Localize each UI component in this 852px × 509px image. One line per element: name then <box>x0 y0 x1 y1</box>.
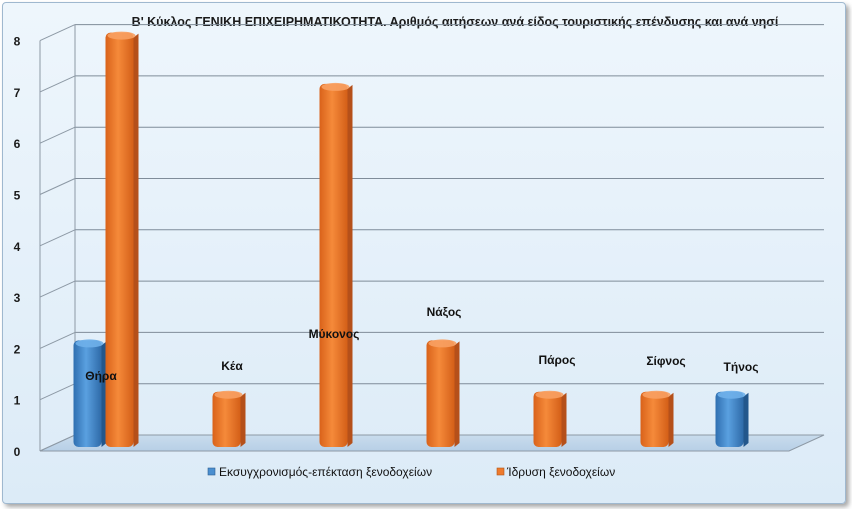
gridlines <box>39 24 824 452</box>
bar-top <box>107 31 136 40</box>
chart-frame: Β' Κύκλος ΓΕΝΙΚΗ ΕΠΙΧΕΙΡΗΜΑΤΙΚΟΤΗΤΑ. Αρι… <box>2 2 846 504</box>
legend-label-modernization: Εκσυγχρονισμός-επέκταση ξενοδοχείων <box>219 465 432 479</box>
gridline-side <box>39 383 76 401</box>
category-label: Μύκονος <box>309 327 360 341</box>
bar-body <box>533 391 562 447</box>
bar-top <box>214 390 243 399</box>
bar-top <box>428 339 457 348</box>
bars <box>73 31 749 448</box>
category-label: Θήρα <box>85 369 117 383</box>
y-tick-label: 7 <box>14 86 21 100</box>
bar-top <box>535 390 564 399</box>
bar <box>319 82 353 448</box>
y-tick-label: 5 <box>14 189 21 203</box>
category-labels: Θήρα Κέα Μύκονος Νάξος Πάρος Σίφνος Τήνος <box>85 305 758 383</box>
bar-side <box>347 84 353 448</box>
y-tick-label: 1 <box>14 394 21 408</box>
bar-top <box>717 390 746 399</box>
bar-body <box>715 391 744 447</box>
gridline-side <box>39 24 76 42</box>
category-label: Τήνος <box>724 360 759 374</box>
bar <box>212 390 246 447</box>
y-tick-label: 4 <box>14 240 21 254</box>
gridline-side <box>39 331 76 349</box>
y-axis-ticks: 0 1 2 3 4 5 6 7 8 <box>14 35 21 459</box>
bar-body <box>319 83 348 448</box>
category-label: Κέα <box>221 359 243 373</box>
legend: Εκσυγχρονισμός-επέκταση ξενοδοχείων Ίδρυ… <box>207 465 615 479</box>
gridline-side <box>39 126 76 144</box>
bar-body <box>73 340 102 447</box>
category-label: Πάρος <box>538 353 575 367</box>
bar-body <box>640 391 669 447</box>
bar-top <box>321 82 350 91</box>
bar <box>640 390 674 447</box>
legend-label-establishment: Ίδρυση ξενοδοχείων <box>506 465 615 479</box>
bar-body <box>105 32 134 447</box>
gridline-side <box>39 178 76 195</box>
bar-side <box>668 392 674 447</box>
gridline-side <box>39 75 76 93</box>
y-tick-label: 0 <box>14 445 21 459</box>
category-label: Σίφνος <box>646 354 685 368</box>
gridline-side <box>39 229 76 247</box>
bar <box>73 339 107 447</box>
bar <box>533 390 567 447</box>
bar <box>715 390 749 447</box>
legend-swatch-modernization <box>207 467 216 476</box>
bar-body <box>426 340 455 447</box>
chart-title: Β' Κύκλος ΓΕΝΙΚΗ ΕΠΙΧΕΙΡΗΜΑΤΙΚΟΤΗΤΑ. Αρι… <box>132 15 779 29</box>
bar-chart: Β' Κύκλος ΓΕΝΙΚΗ ΕΠΙΧΕΙΡΗΜΑΤΙΚΟΤΗΤΑ. Αρι… <box>14 15 825 479</box>
y-tick-label: 6 <box>14 137 21 151</box>
bar-side <box>454 341 460 447</box>
y-tick-label: 3 <box>14 291 21 305</box>
legend-swatch-establishment <box>496 467 505 476</box>
bar-side <box>133 33 139 447</box>
bar-top <box>75 339 104 348</box>
y-tick-label: 8 <box>14 35 21 49</box>
category-label: Νάξος <box>427 305 462 319</box>
bar-body <box>212 391 241 447</box>
bar <box>105 31 139 447</box>
gridline-side <box>39 280 76 298</box>
bar-side <box>561 392 567 447</box>
bar <box>426 339 460 447</box>
bar-side <box>240 392 246 447</box>
y-tick-label: 2 <box>14 342 21 356</box>
bar-side <box>743 392 749 447</box>
bar-top <box>642 390 671 399</box>
bar-side <box>101 341 107 447</box>
